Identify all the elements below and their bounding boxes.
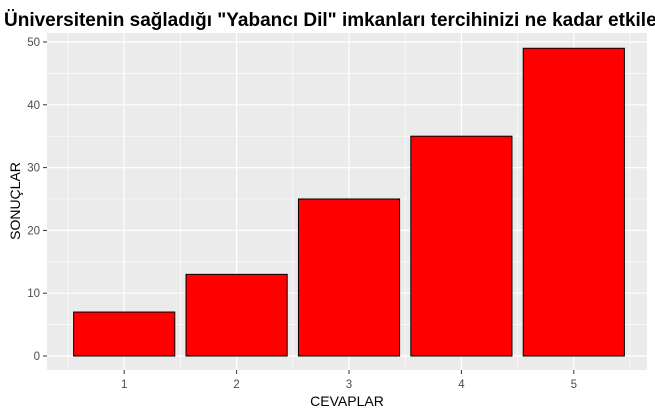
x-tick-label: 4 [458, 379, 465, 391]
y-axis: 0 10 20 30 40 50 [27, 37, 47, 363]
y-tick-label: 0 [34, 351, 40, 363]
bar-1 [73, 311, 176, 357]
x-tick-label: 3 [346, 379, 352, 391]
y-tick-label: 30 [27, 163, 40, 175]
y-tick-label: 20 [27, 225, 40, 237]
y-axis-title: SONUÇLAR [7, 162, 23, 240]
x-axis-title: CEVAPLAR [310, 393, 384, 409]
x-axis: 1 2 3 4 5 [121, 370, 577, 391]
bar-4 [410, 135, 513, 357]
bar-2 [185, 273, 288, 357]
bar-5 [522, 47, 625, 357]
chart-title: Üniversitenin sağladığı "Yabancı Dil" im… [4, 10, 655, 31]
y-tick-label: 40 [27, 100, 40, 112]
y-tick-label: 50 [27, 37, 40, 49]
x-tick-label: 5 [571, 379, 577, 391]
x-tick-label: 2 [233, 379, 239, 391]
x-tick-label: 1 [121, 379, 127, 391]
y-tick-label: 10 [27, 288, 40, 300]
bars-layer [73, 47, 625, 357]
bar-3 [297, 198, 401, 357]
